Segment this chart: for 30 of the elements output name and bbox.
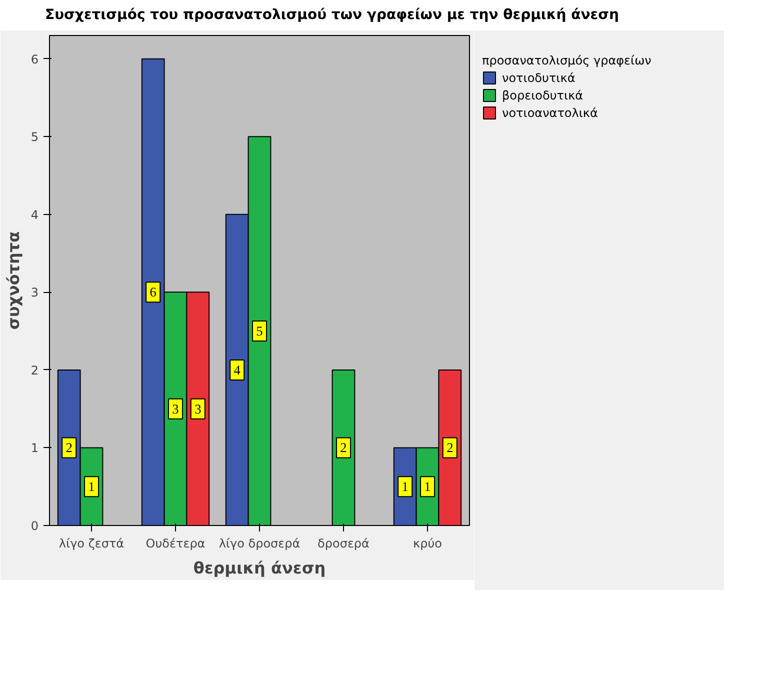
x-tick-label: λίγο δροσερά <box>218 536 300 550</box>
data-label: 5 <box>256 324 264 339</box>
data-label: 4 <box>234 362 241 378</box>
y-tick-label: 2 <box>30 363 39 378</box>
data-label: 2 <box>340 440 347 456</box>
y-axis-title: συχνότητα <box>4 231 23 330</box>
y-tick-label: 5 <box>30 130 39 144</box>
legend-label: νοτιοανατολικά <box>502 106 598 120</box>
x-tick-label: λίγο ζεστά <box>58 536 124 550</box>
legend-title: προσανατολισμός γραφείων <box>482 54 652 68</box>
chart-title: Συσχετισμός του προσανατολισμού των γραφείων με την θερμική άνεση <box>45 6 619 25</box>
y-tick-label: 3 <box>30 286 39 300</box>
data-label: 2 <box>66 440 72 456</box>
data-label: 1 <box>88 479 95 494</box>
data-label: 1 <box>424 479 431 494</box>
legend-label: βορειοδυτικά <box>502 88 584 102</box>
y-tick-label: 4 <box>30 208 39 222</box>
x-tick-label: κρύο <box>413 536 442 550</box>
y-tick-label: 6 <box>30 52 39 66</box>
x-tick-label: Ουδέτερα <box>146 536 206 550</box>
x-tick-label: δροσερά <box>318 536 370 550</box>
x-axis-title: θερμική άνεση <box>193 558 326 578</box>
data-label: 3 <box>194 401 202 416</box>
legend-label: νοτιοδυτικά <box>502 71 576 85</box>
data-label: 2 <box>446 440 454 456</box>
data-label: 3 <box>172 401 180 416</box>
data-label: 6 <box>150 284 157 300</box>
y-tick-label: 1 <box>30 441 39 456</box>
data-label: 1 <box>402 479 408 494</box>
y-tick-label: 0 <box>30 519 39 533</box>
